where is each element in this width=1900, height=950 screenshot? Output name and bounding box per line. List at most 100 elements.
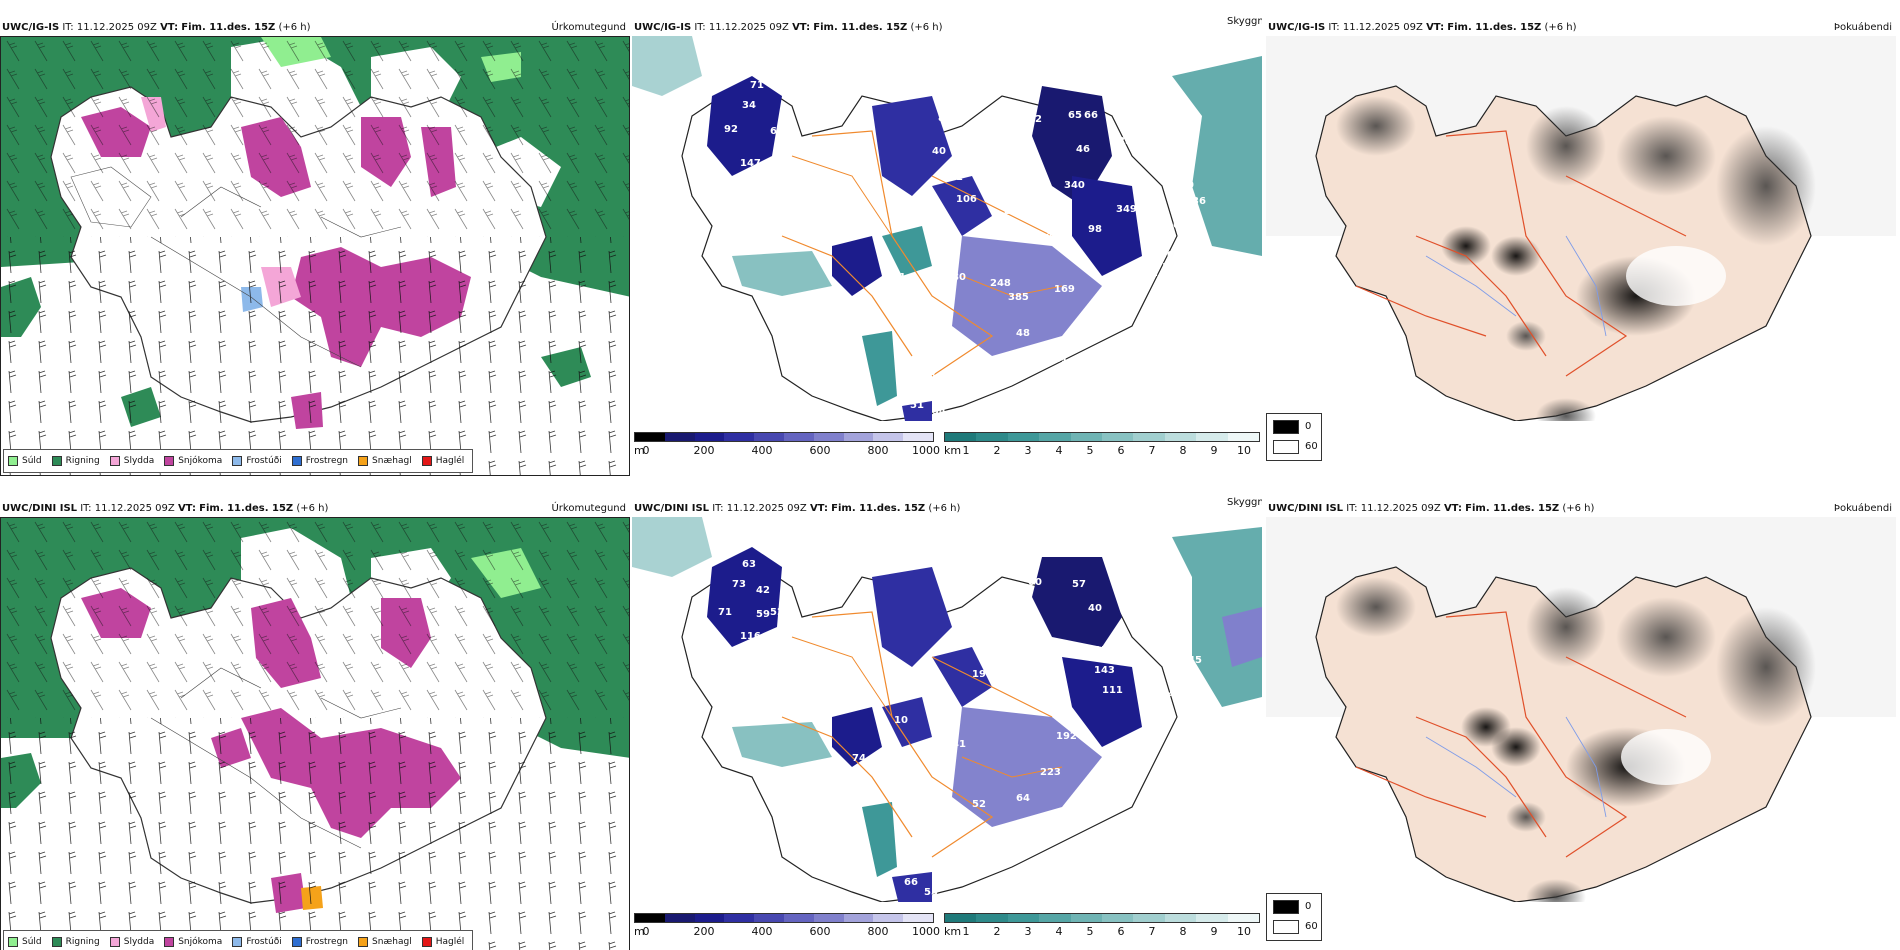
legend-item-rain: Rigning	[51, 937, 100, 947]
init-time-label: IT:	[1328, 22, 1340, 33]
ceiling-value-label: 52	[972, 799, 986, 810]
valid-time: Fim. 11.des. 15Z	[1465, 503, 1560, 514]
legend-label: Slydda	[123, 456, 155, 466]
ceiling-value-label: 60	[770, 126, 784, 137]
ceiling-value-label: 41	[1174, 645, 1188, 656]
visibility-scale-labels: 1 2 3 4 5 6 7 8 9 10	[962, 925, 1256, 939]
legend-label: Slydda	[123, 937, 155, 947]
init-time: 11.12.2025 09Z	[1360, 503, 1441, 514]
ceiling-value-label: 51	[892, 272, 906, 283]
scale-cell	[1164, 433, 1197, 441]
ceiling-value-label: 46	[1144, 699, 1158, 710]
ceiling-value-label: 111	[1102, 685, 1123, 696]
panel-header: UWC/DINI ISL IT: 11.12.2025 09Z VT: Fim.…	[2, 503, 328, 514]
panel-precip-type-top: UWC/IG-IS IT: 11.12.2025 09Z VT: Fim. 11…	[0, 14, 630, 476]
map-visibility: 71 34 60 92 147 66 65 46 35 34 60 80 40 …	[632, 36, 1262, 421]
lead-time: (+6 h)	[910, 22, 943, 33]
panel-visibility-bottom: UWC/DINI ISL IT: 11.12.2025 09Z VT: Fim.…	[632, 495, 1262, 950]
scale-cell	[664, 914, 695, 922]
ceiling-value-label: 253	[1094, 645, 1115, 656]
scale-label: 0	[642, 444, 650, 457]
ceiling-value-label: 80	[952, 272, 966, 283]
ceiling-value-label: 34	[742, 100, 756, 111]
ceiling-value-label: 43	[922, 370, 936, 381]
legend-item-freezing-drizzle: Frostúði	[232, 937, 282, 947]
scale-label: 2	[993, 925, 1001, 938]
legend-label: Snæhagl	[372, 937, 412, 947]
legend-swatch	[8, 937, 18, 947]
legend-swatch	[358, 937, 369, 947]
init-time: 11.12.2025 09Z	[1342, 22, 1423, 33]
ceiling-value-label: 143	[1094, 665, 1115, 676]
legend-label: Haglél	[435, 937, 465, 947]
legend-item-hail: Haglél	[421, 456, 464, 466]
legend-label: Snæhagl	[372, 456, 412, 466]
scale-cell	[976, 433, 1008, 441]
scale-cell	[813, 433, 844, 441]
ceiling-value-label: 223	[1040, 767, 1061, 778]
scale-label: 6	[1117, 444, 1125, 457]
map-precip-type: Súld Rigning Slydda Snjókoma Frostúði	[0, 36, 630, 476]
model-name: UWC/DINI ISL	[634, 503, 710, 514]
scale-cell	[1227, 433, 1260, 441]
lead-time: (+6 h)	[278, 22, 311, 33]
scale-cell	[1102, 914, 1134, 922]
scale-cell	[754, 433, 784, 441]
ceiling-value-label: 61	[1052, 699, 1066, 710]
panel-header: UWC/DINI ISL IT: 11.12.2025 09Z VT: Fim.…	[1268, 503, 1594, 514]
ceiling-value-label: 74	[1082, 322, 1096, 333]
scale-label: 200	[693, 925, 715, 938]
valid-time-label: VT:	[177, 503, 196, 514]
legend-label: Frostregn	[305, 456, 349, 466]
ceiling-value-label: 147	[740, 158, 761, 169]
scale-cell	[724, 433, 755, 441]
ceiling-value-label: 76	[880, 294, 894, 305]
init-time-label: IT:	[80, 503, 92, 514]
ceiling-value-label: 248	[990, 278, 1011, 289]
legend-swatch	[51, 456, 62, 466]
lead-time: (+6 h)	[1562, 503, 1595, 514]
ceiling-value-label: 41	[1054, 354, 1068, 365]
scale-label: 9	[1210, 925, 1218, 938]
ceiling-value-label: 192	[1056, 731, 1077, 742]
ceiling-value-label: 40	[1088, 603, 1102, 614]
scale-cell	[754, 914, 784, 922]
lead-time: (+6 h)	[1544, 22, 1577, 33]
scale-cell	[1196, 433, 1228, 441]
init-time: 11.12.2025 09Z	[708, 22, 789, 33]
legend-label: Súld	[22, 456, 42, 466]
legend-label: Snjókoma	[178, 456, 223, 466]
ceiling-value-label: 46	[1076, 144, 1090, 155]
ceiling-value-label: 116	[740, 631, 761, 642]
scale-cell	[664, 433, 695, 441]
ceiling-value-label: 64	[1016, 793, 1030, 804]
ceiling-value-label: 41	[952, 739, 966, 750]
visibility-unit: km	[944, 925, 962, 938]
scale-cell	[694, 433, 725, 441]
ceiling-value-label: 65	[1068, 110, 1082, 121]
ceiling-value-label: 80	[938, 113, 952, 124]
scale-label: 1	[962, 925, 970, 938]
scale-label: 2	[993, 444, 1001, 457]
scale-cell	[1227, 914, 1260, 922]
map-fog	[1266, 517, 1896, 902]
lead-time: (+6 h)	[928, 503, 961, 514]
scale-label: 200	[693, 444, 715, 457]
ceiling-value-label: 385	[1008, 292, 1029, 303]
scale-label: 10	[1237, 444, 1251, 457]
ceiling-value-label: 62	[1082, 809, 1096, 820]
init-time-label: IT:	[62, 22, 74, 33]
legend-item-freezing-drizzle: Frostúði	[232, 456, 282, 466]
scale-label: 1000	[912, 925, 940, 938]
legend-label: Rigning	[65, 937, 100, 947]
scale-label: 7	[1148, 444, 1156, 457]
legend-label: Frostúði	[246, 937, 282, 947]
precip-type-legend: Súld Rigning Slydda Snjókoma Frostúði	[3, 449, 474, 473]
legend-label: Snjókoma	[178, 937, 223, 947]
scale-cell	[976, 914, 1008, 922]
fog-legend-label-min: 0	[1305, 901, 1312, 912]
valid-time: Fim. 11.des. 15Z	[813, 22, 908, 33]
scale-label: 8	[1179, 925, 1187, 938]
legend-item-sleet: Slydda	[109, 937, 155, 947]
